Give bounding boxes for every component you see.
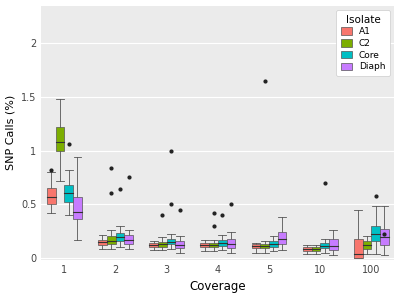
Bar (98, 239, 107, 245)
Bar (303, 247, 312, 251)
Bar (176, 241, 184, 248)
Bar (320, 243, 329, 248)
Bar (158, 242, 167, 247)
X-axis label: Coverage: Coverage (190, 280, 246, 293)
Bar (312, 247, 320, 251)
Bar (252, 244, 260, 248)
Bar (218, 239, 226, 246)
Bar (200, 243, 209, 247)
Bar (167, 239, 176, 244)
Bar (278, 232, 286, 244)
Bar (363, 241, 372, 249)
Bar (260, 244, 269, 248)
Bar (64, 185, 73, 202)
Bar (380, 229, 389, 245)
Bar (329, 239, 338, 250)
Bar (372, 226, 380, 241)
Bar (107, 237, 116, 244)
Legend: A1, C2, Core, Diaph: A1, C2, Core, Diaph (336, 10, 390, 76)
Bar (47, 188, 56, 204)
Y-axis label: SNP Calls (%): SNP Calls (%) (6, 95, 16, 170)
Bar (226, 239, 235, 248)
Bar (354, 239, 363, 258)
Bar (116, 233, 124, 241)
Bar (124, 235, 133, 244)
Bar (209, 243, 218, 247)
Bar (269, 241, 278, 247)
Bar (149, 243, 158, 247)
Bar (73, 197, 82, 219)
Bar (56, 127, 64, 150)
